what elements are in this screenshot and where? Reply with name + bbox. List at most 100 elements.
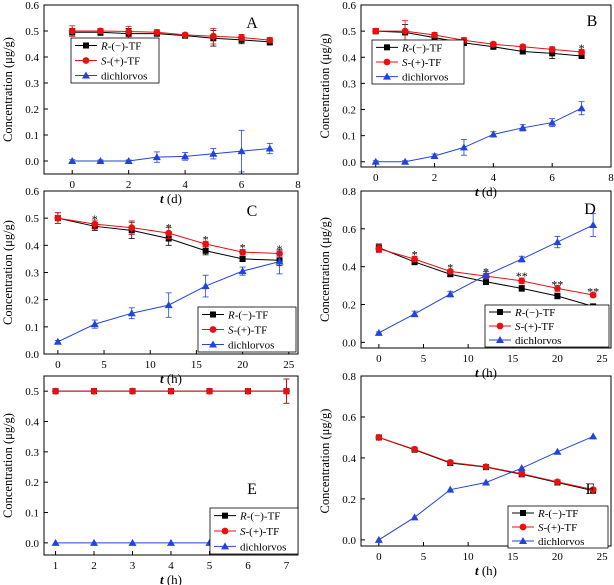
data-point-s (518, 277, 526, 285)
legend-marker-r (222, 512, 228, 519)
data-point-s (589, 486, 597, 494)
legend-marker-r (83, 42, 89, 49)
legend-suffix: dichlorvos (101, 71, 147, 83)
data-point-s (375, 245, 383, 253)
legend-marker-r (384, 44, 390, 51)
plot-frame (360, 4, 612, 168)
y-tick-label: 0.6 (25, 0, 39, 12)
data-point-s (209, 32, 217, 40)
legend-label-s: S-(+)-TF (402, 57, 441, 69)
legend-suffix: -(−)-TF (522, 307, 556, 319)
significance-mark: ** (587, 284, 599, 298)
y-tick-label: 0.8 (342, 371, 356, 383)
legend-label-r: R-(−)-TF (100, 41, 141, 53)
data-point-dichlorvos (275, 257, 284, 265)
legend-suffix: -(+)-TF (544, 522, 578, 534)
x-tick-label: 15 (507, 353, 519, 365)
data-point-dichlorvos (128, 538, 137, 546)
legend-label-dichlorvos: dichlorvos (240, 541, 286, 553)
legend-suffix: -(−)-TF (235, 310, 269, 322)
x-tick-label: 5 (101, 359, 107, 371)
data-point-dichlorvos (518, 123, 527, 131)
y-tick-label: 0.3 (25, 447, 39, 459)
panel-label: F (586, 481, 595, 498)
data-point-r (483, 278, 489, 285)
data-point-dichlorvos (164, 301, 173, 309)
data-point-dichlorvos (127, 309, 136, 317)
x-axis-var: t (160, 371, 164, 386)
legend-suffix: -(+)-TF (408, 57, 442, 69)
significance-mark: * (166, 220, 172, 234)
legend-suffix: dichlorvos (538, 536, 584, 548)
data-point-dichlorvos (482, 478, 490, 486)
y-axis-label: Concentration (μg/g) (1, 37, 15, 142)
x-axis-label: t (h) (160, 572, 182, 585)
data-point-s (206, 387, 213, 395)
data-point-s (153, 28, 161, 36)
legend-suffix: -(−)-TF (247, 511, 281, 523)
data-point-s (548, 46, 556, 53)
data-point-r (549, 50, 556, 57)
x-tick-label: 4 (168, 560, 174, 572)
x-tick-label: 7 (284, 560, 290, 572)
legend-suffix: dichlorvos (228, 340, 274, 352)
data-point-dichlorvos (374, 535, 383, 543)
x-tick-label: 0 (376, 353, 382, 365)
legend-label-r: R-(−)-TF (227, 310, 268, 322)
data-point-s (411, 255, 418, 263)
x-tick-label: 4 (491, 172, 497, 184)
legend-label-r: R-(−)-TF (239, 511, 280, 523)
legend-label-r: R-(−)-TF (537, 508, 578, 520)
legend-suffix: -(−)-TF (108, 41, 142, 53)
legend-suffix: -(+)-TF (107, 56, 141, 68)
data-point-s (554, 478, 561, 486)
legend-marker-r (210, 311, 216, 318)
data-point-s (54, 214, 62, 222)
panel-B: 0 2 4 6 80.00.10.20.30.40.50.6t (d)Concentra… (318, 0, 614, 199)
data-point-dichlorvos (152, 153, 161, 161)
data-point-dichlorvos (238, 267, 247, 275)
data-point-s (52, 387, 59, 395)
data-point-s (578, 48, 585, 56)
data-point-s (167, 387, 175, 395)
x-axis-label: t (h) (475, 365, 497, 380)
x-axis-var: t (160, 572, 164, 585)
x-axis-var: t (160, 191, 164, 206)
y-tick-label: 0.0 (25, 349, 39, 361)
legend-prefix: S (228, 325, 234, 337)
x-tick-label: 2 (126, 179, 132, 191)
data-point-dichlorvos (517, 255, 526, 263)
y-tick-label: 0.2 (25, 295, 39, 307)
data-point-dichlorvos (446, 290, 455, 298)
significance-mark: * (579, 41, 585, 55)
y-tick-label: 0.0 (25, 156, 39, 168)
x-tick-label: 5 (421, 353, 427, 365)
panel-label: D (584, 201, 596, 218)
y-tick-label: 0.2 (25, 104, 39, 116)
data-point-s (244, 387, 252, 395)
x-axis-unit: (h) (479, 563, 497, 578)
legend-suffix: dichlorvos (402, 72, 448, 84)
x-tick-label: 10 (463, 353, 475, 365)
legend-label-dichlorvos: dichlorvos (402, 72, 448, 84)
series-line-dichlorvos (375, 107, 582, 163)
x-tick-label: 4 (182, 179, 188, 191)
data-point-s (128, 224, 136, 232)
data-point-dichlorvos (53, 337, 62, 345)
x-axis-unit: (d) (164, 191, 182, 206)
legend-marker-dichlorvos (209, 340, 217, 348)
x-tick-label: 25 (283, 359, 295, 371)
data-point-s (181, 31, 189, 39)
panel-label: C (247, 203, 258, 220)
data-point-dichlorvos (68, 157, 77, 164)
data-point-dichlorvos (589, 432, 598, 440)
data-point-dichlorvos (181, 152, 190, 160)
legend-label-dichlorvos: dichlorvos (515, 335, 561, 347)
y-tick-label: 0.0 (342, 337, 356, 349)
x-tick-label: 6 (549, 172, 555, 184)
y-tick-label: 0.2 (342, 299, 356, 311)
y-tick-label: 0.2 (342, 105, 356, 117)
y-tick-label: 0.4 (342, 262, 356, 274)
legend-suffix: -(+)-TF (521, 321, 555, 333)
legend-prefix: S (538, 522, 544, 534)
